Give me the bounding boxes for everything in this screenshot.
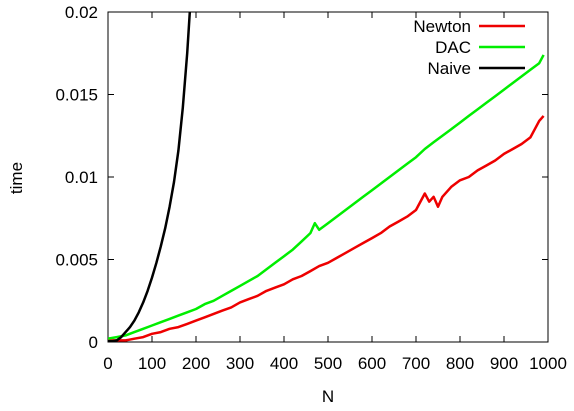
y-tick-label: 0.02 [65, 3, 98, 22]
x-tick-label: 800 [446, 354, 474, 373]
x-tick-label: 500 [314, 354, 342, 373]
y-axis-label: time [7, 162, 26, 194]
legend-label-dac: DAC [435, 38, 471, 57]
x-tick-label: 100 [138, 354, 166, 373]
x-tick-label: 400 [270, 354, 298, 373]
legend-label-naive: Naive [428, 59, 471, 78]
x-tick-label: 300 [226, 354, 254, 373]
x-ticks: 0 100 200 300 400 500 600 700 800 900 1000 [103, 12, 567, 373]
series-line-naive [108, 12, 192, 342]
x-tick-label: 700 [402, 354, 430, 373]
x-tick-label: 600 [358, 354, 386, 373]
x-tick-label: 900 [490, 354, 518, 373]
y-tick-label: 0.01 [65, 168, 98, 187]
x-axis-label: N [322, 387, 334, 406]
y-ticks: 0 0.005 0.01 0.015 0.02 [55, 3, 548, 352]
series-line-dac [108, 54, 545, 340]
legend-label-newton: Newton [413, 17, 471, 36]
x-tick-label: 200 [182, 354, 210, 373]
x-tick-label: 0 [103, 354, 112, 373]
series-line-newton [108, 115, 545, 342]
x-tick-label: 1000 [529, 354, 567, 373]
y-tick-label: 0 [89, 333, 98, 352]
y-tick-label: 0.005 [55, 251, 98, 270]
y-tick-label: 0.015 [55, 86, 98, 105]
series-lines [108, 12, 545, 342]
legend: Newton DAC Naive [413, 17, 525, 78]
